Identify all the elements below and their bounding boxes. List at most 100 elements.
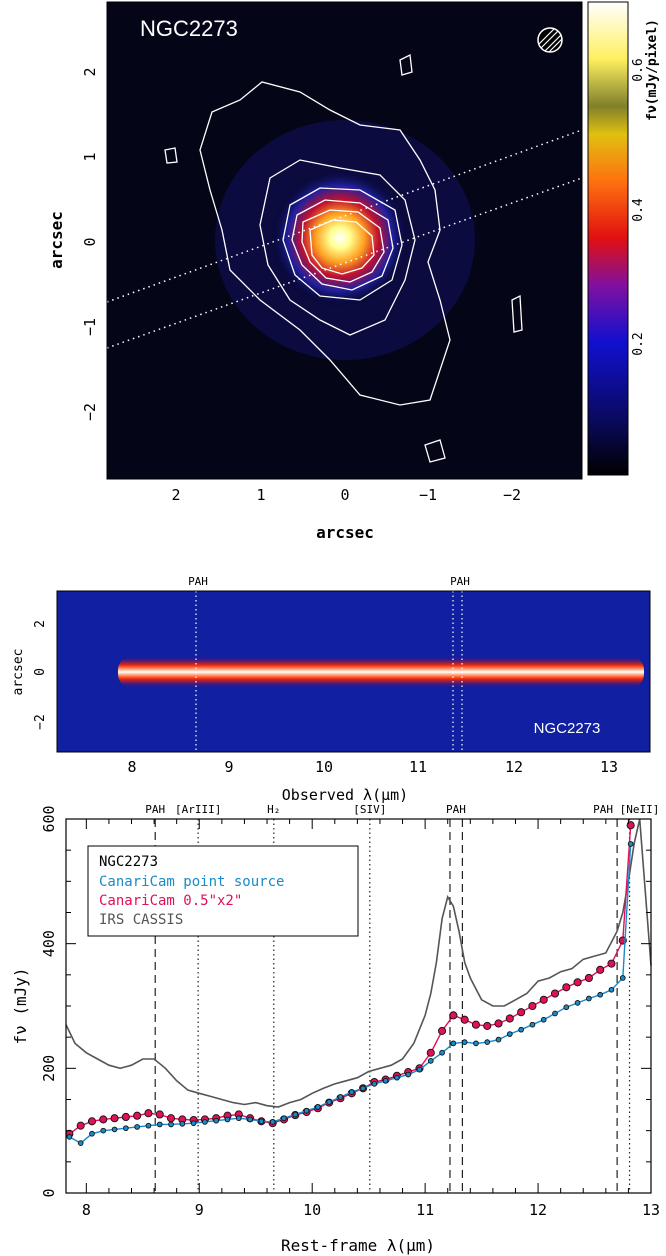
data-point [89,1130,95,1137]
data-point [190,1120,197,1127]
data-point [348,1089,355,1095]
colorbar-label: fν(mJy/pixel) [645,19,660,121]
data-point [168,1121,174,1128]
data-point [235,1115,242,1122]
feature-lines: PAH [ArIII] H₂ [SIV] PAH PAH [NeII] [145,803,659,1193]
data-point [66,1134,73,1140]
data-point [269,1119,276,1125]
x-tick-label: 9 [195,1201,204,1219]
data-point [121,1112,130,1122]
panel1-ytick: −2 [81,403,99,421]
data-point [360,1085,366,1092]
panel1-xtick: −2 [503,486,521,504]
panel2-xlabel: Observed λ(μm) [282,786,408,804]
x-tick-label: 12 [529,1201,547,1219]
chart-xlabel: Rest-frame λ(μm) [281,1236,435,1255]
data-point [258,1118,265,1125]
data-point [460,1015,469,1024]
data-point [596,965,605,974]
data-point [77,1140,84,1146]
data-point [87,1117,97,1126]
panel-spectrum1d: PAH [ArIII] H₂ [SIV] PAH PAH [NeII] 8 9 10 11 12 13… [11,803,660,1255]
data-point [505,1014,514,1023]
pah-marker-label: PAH [450,575,470,588]
data-point [494,1019,503,1028]
x-tick-label: 10 [303,1201,321,1219]
data-point [371,1081,378,1087]
data-point [450,1040,457,1047]
data-point [382,1077,389,1084]
legend: NGC2273 CanariCam point source CanariCam… [87,845,359,937]
data-point [461,1039,468,1046]
legend-entry: IRS CASSIS [99,912,183,928]
panel1-ytick: 2 [81,67,99,76]
panel1-ylabel: arcsec [47,211,66,269]
data-point [337,1094,344,1100]
feature-label: [ArIII] [175,803,221,816]
data-point [326,1099,332,1105]
feature-label: PAH [446,803,466,816]
panel2-ytick: 2 [33,620,48,628]
data-point [202,1119,208,1125]
data-point [303,1107,310,1114]
panel1-yticks: 2 1 0 −1 −2 [81,67,99,421]
panel2-ylabel: arcsec [11,649,26,696]
panel1-ytick: −1 [81,318,99,336]
data-point [563,1004,570,1011]
panel1-xtick: 0 [340,486,349,504]
panel2-title: NGC2273 [534,720,601,737]
data-point [166,1114,176,1123]
data-point [99,1115,108,1124]
colorbar-tick: 0.6 [631,58,646,81]
data-point [573,978,582,987]
feature-label: [NeII] [620,803,660,816]
data-point [584,973,593,983]
colorbar-tick: 0.4 [631,198,646,222]
panel2-ytick: −2 [33,714,48,730]
contours [164,54,523,463]
pah-marker-label: PAH [188,575,208,588]
panel2-xtick: 9 [224,758,233,776]
legend-title: NGC2273 [99,854,158,870]
panel1-ytick: 1 [81,152,99,161]
legend-entry: CanariCam 0.5"x2" [99,893,242,909]
panel1-xlabel: arcsec [316,523,374,542]
data-point [586,995,592,1002]
data-point [394,1074,400,1081]
legend-box [87,845,359,937]
panel2-xtick: 11 [409,758,427,776]
data-point [111,1126,118,1133]
colorbar-tick: 0.2 [631,332,646,355]
data-point [247,1116,253,1123]
data-point [619,975,626,981]
y-tick-label: 200 [40,1055,58,1082]
data-point [607,959,616,968]
data-point [473,1040,479,1047]
panel-image: NGC2273 2 1 0 −1 −2 arcsec 2 1 0 −1 −2 a… [47,1,660,542]
data-point [405,1071,412,1078]
panel1-xtick: 1 [256,486,265,504]
series-layer [65,818,652,1146]
panel-spectrum2d: PAH PAH NGC2273 8 9 10 11 12 13 Observed… [11,575,651,804]
data-point [134,1124,140,1130]
data-point [483,1021,492,1030]
data-point [597,991,604,998]
data-point [627,841,634,847]
feature-label: [SIV] [353,803,386,816]
panel2-xtick: 13 [600,758,618,776]
data-point [427,1058,434,1064]
panel2-xtick: 12 [505,758,523,776]
data-point [144,1109,153,1118]
data-point [179,1120,186,1127]
feature-label: PAH [593,803,613,816]
beam-icon [537,27,563,53]
spectrum2d-frame [56,590,651,753]
y-tick-label: 600 [40,805,58,832]
data-point [528,1001,537,1011]
panel1-xtick: −1 [419,486,437,504]
data-point [471,1020,481,1029]
panel1-title: NGC2273 [140,16,238,41]
data-point [517,1008,526,1017]
data-point [449,1011,458,1020]
data-point [550,989,560,998]
